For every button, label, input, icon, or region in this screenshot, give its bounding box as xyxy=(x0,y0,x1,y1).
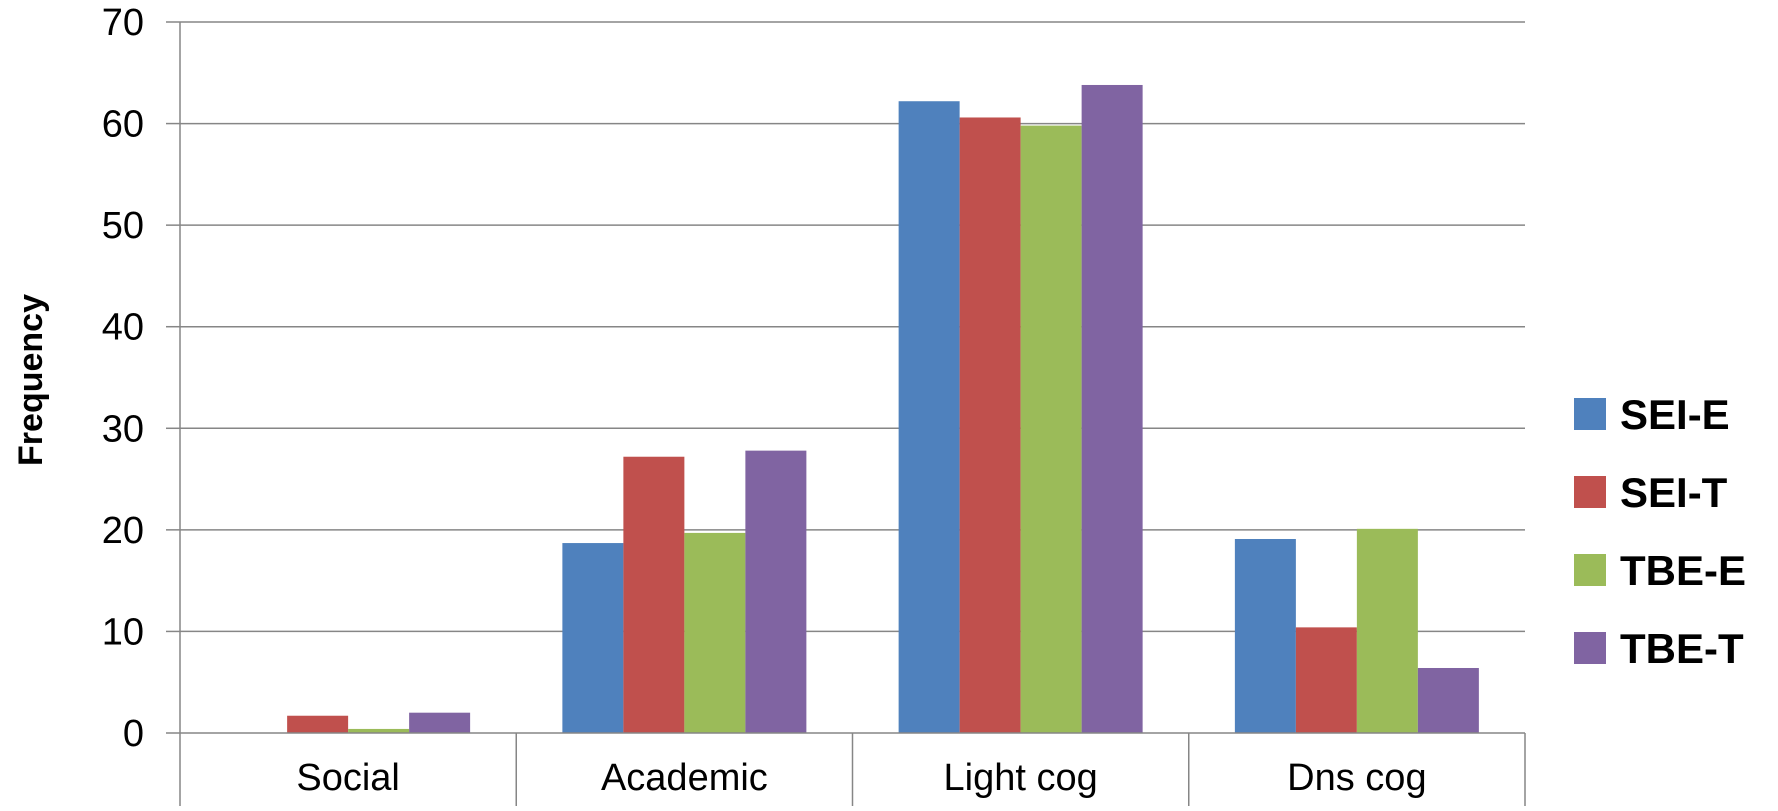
legend-swatch-sei-t xyxy=(1574,476,1606,508)
y-tick-label: 0 xyxy=(123,713,144,755)
y-tick-labels: 0 10 20 30 40 50 60 70 xyxy=(102,2,144,755)
bar-tbe-e-social xyxy=(348,728,410,733)
legend-label-sei-e: SEI-E xyxy=(1620,391,1730,438)
y-tick-label: 50 xyxy=(102,205,144,247)
x-category-label: Light cog xyxy=(944,757,1098,799)
x-category-labels: Social Academic Light cog Dns cog xyxy=(296,757,1426,799)
bar-sei-e-dns-cog xyxy=(1234,538,1296,733)
legend-swatch-tbe-t xyxy=(1574,632,1606,664)
bar-tbe-t-social xyxy=(409,712,471,733)
y-tick-label: 30 xyxy=(102,408,144,450)
bar-sei-t-social xyxy=(287,715,349,733)
y-tick-label: 10 xyxy=(102,611,144,653)
legend: SEI-E SEI-T TBE-E TBE-T xyxy=(1574,391,1746,672)
bar-tbe-t-academic xyxy=(745,450,807,733)
y-tick-label: 40 xyxy=(102,307,144,349)
x-category-label: Dns cog xyxy=(1287,757,1426,799)
legend-swatch-sei-e xyxy=(1574,398,1606,430)
legend-swatch-tbe-e xyxy=(1574,554,1606,586)
bar-tbe-e-dns-cog xyxy=(1356,528,1418,733)
y-axis-title: Frequency xyxy=(12,294,50,466)
legend-label-sei-t: SEI-T xyxy=(1620,469,1728,516)
bar-tbe-t-dns-cog xyxy=(1417,667,1479,733)
bar-sei-t-light-cog xyxy=(959,117,1021,733)
bar-sei-e-academic xyxy=(562,543,624,733)
x-category-label: Social xyxy=(296,757,400,799)
y-tick-label: 20 xyxy=(102,510,144,552)
axes xyxy=(166,21,1526,806)
legend-label-tbe-t: TBE-T xyxy=(1620,625,1744,672)
gridlines xyxy=(180,21,1525,633)
legend-label-tbe-e: TBE-E xyxy=(1620,547,1746,594)
bar-tbe-e-academic xyxy=(684,532,746,733)
bar-tbe-t-light-cog xyxy=(1081,84,1143,733)
y-tick-label: 60 xyxy=(102,104,144,146)
bars xyxy=(287,84,1479,734)
bar-sei-t-academic xyxy=(623,456,685,733)
y-tick-label: 70 xyxy=(102,2,144,44)
bar-tbe-e-light-cog xyxy=(1020,125,1082,734)
bar-sei-t-dns-cog xyxy=(1295,627,1357,733)
bar-sei-e-light-cog xyxy=(898,101,960,734)
x-category-label: Academic xyxy=(601,757,768,799)
